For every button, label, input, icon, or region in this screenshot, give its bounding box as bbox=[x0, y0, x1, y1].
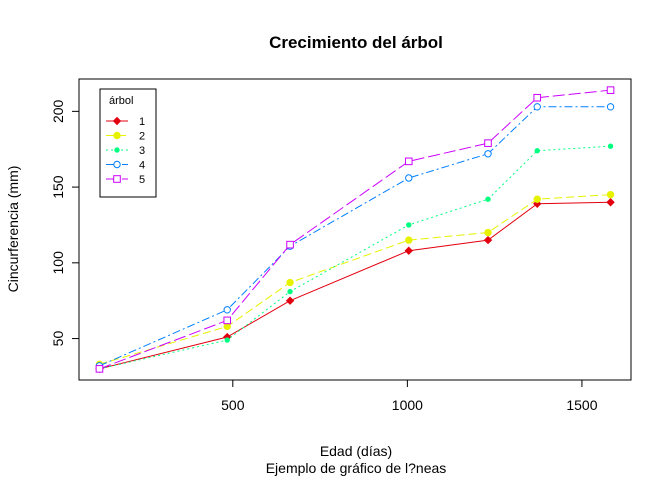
legend-entry-3: 3 bbox=[106, 145, 145, 157]
data-point bbox=[223, 316, 232, 325]
legend-label: 4 bbox=[139, 160, 145, 172]
legend-marker bbox=[113, 131, 121, 140]
data-point bbox=[404, 246, 413, 255]
series-layer bbox=[95, 86, 615, 374]
x-tick-label: 1000 bbox=[392, 397, 423, 413]
legend-marker bbox=[114, 147, 120, 153]
x-axis-label: Edad (días) bbox=[320, 443, 392, 459]
data-point bbox=[287, 288, 293, 295]
data-point bbox=[606, 103, 615, 111]
data-point bbox=[533, 93, 542, 102]
chart-title: Crecimiento del árbol bbox=[269, 33, 443, 52]
y-tick-label: 200 bbox=[50, 99, 66, 123]
data-point bbox=[286, 240, 294, 249]
data-point bbox=[404, 157, 413, 166]
series-4 bbox=[95, 103, 615, 370]
y-axis-label: Cincurferencia (mm) bbox=[5, 166, 21, 293]
x-tick-label: 1500 bbox=[566, 397, 597, 413]
data-point bbox=[533, 103, 541, 111]
series-line bbox=[99, 145, 611, 370]
data-point bbox=[95, 365, 104, 373]
data-point bbox=[484, 150, 492, 158]
legend-marker bbox=[112, 116, 122, 126]
series-line bbox=[99, 201, 611, 370]
legend-entry-1: 1 bbox=[106, 116, 145, 128]
legend-marker bbox=[113, 160, 121, 169]
series-line bbox=[99, 89, 611, 370]
legend-title: árbol bbox=[109, 95, 133, 107]
legend-label: 5 bbox=[139, 174, 145, 186]
axes: 500 1000 1500 50 100 150 200 bbox=[50, 99, 598, 413]
data-point bbox=[405, 236, 413, 244]
legend-marker bbox=[113, 175, 121, 183]
data-point bbox=[485, 196, 491, 202]
chart-subtitle: Ejemplo de gráfico de l?neas bbox=[266, 460, 447, 476]
data-point bbox=[223, 306, 231, 314]
y-tick-label: 50 bbox=[50, 331, 66, 347]
data-point bbox=[285, 296, 295, 305]
data-point bbox=[223, 322, 231, 331]
legend-entry-4: 4 bbox=[106, 160, 145, 172]
legend-label: 3 bbox=[139, 145, 145, 157]
series-1 bbox=[95, 198, 615, 374]
data-point bbox=[606, 190, 615, 199]
plot-area bbox=[78, 78, 632, 381]
legend: árbol 1 2 3 4 5 bbox=[99, 88, 157, 198]
data-point bbox=[533, 195, 541, 203]
series-line bbox=[99, 106, 611, 367]
data-point bbox=[534, 148, 540, 154]
data-point bbox=[483, 235, 493, 245]
data-point bbox=[607, 143, 614, 149]
data-point bbox=[606, 86, 615, 94]
legend-entry-5: 5 bbox=[106, 174, 145, 186]
series-3 bbox=[96, 143, 614, 372]
legend-label: 2 bbox=[139, 131, 145, 143]
data-point bbox=[405, 174, 413, 182]
series-5 bbox=[95, 86, 615, 373]
x-tick-label: 500 bbox=[221, 397, 245, 413]
series-line bbox=[99, 194, 611, 365]
legend-label: 1 bbox=[139, 116, 145, 128]
data-point bbox=[606, 198, 615, 207]
data-point bbox=[406, 222, 412, 228]
data-point bbox=[286, 278, 294, 287]
y-tick-label: 150 bbox=[50, 175, 66, 199]
data-point bbox=[484, 228, 492, 237]
series-2 bbox=[95, 190, 615, 369]
legend-entry-2: 2 bbox=[106, 131, 145, 143]
data-point bbox=[484, 139, 492, 147]
data-point bbox=[224, 337, 230, 343]
y-tick-label: 100 bbox=[50, 251, 66, 275]
